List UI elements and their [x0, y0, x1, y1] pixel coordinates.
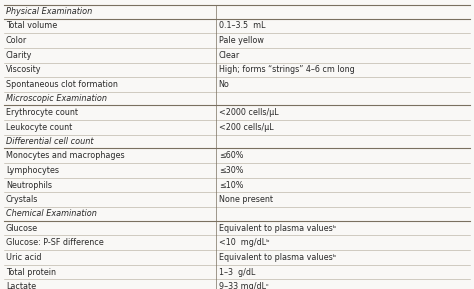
Text: Microscopic Examination: Microscopic Examination: [6, 94, 107, 103]
Text: Color: Color: [6, 36, 27, 45]
Text: Neutrophils: Neutrophils: [6, 181, 52, 190]
Text: None present: None present: [219, 195, 273, 204]
Text: Monocytes and macrophages: Monocytes and macrophages: [6, 151, 125, 160]
Text: High; forms “strings” 4–6 cm long: High; forms “strings” 4–6 cm long: [219, 65, 355, 75]
Text: 1–3  g/dL: 1–3 g/dL: [219, 268, 255, 277]
Text: Total volume: Total volume: [6, 21, 57, 30]
Text: Crystals: Crystals: [6, 195, 38, 204]
Text: Viscosity: Viscosity: [6, 65, 42, 75]
Text: Chemical Examination: Chemical Examination: [6, 210, 97, 218]
Text: Spontaneous clot formation: Spontaneous clot formation: [6, 80, 118, 89]
Text: 9–33 mg/dLᶜ: 9–33 mg/dLᶜ: [219, 282, 269, 289]
Text: Glucose: P-SF difference: Glucose: P-SF difference: [6, 238, 104, 247]
Text: ≤30%: ≤30%: [219, 166, 243, 175]
Text: Erythrocyte count: Erythrocyte count: [6, 108, 78, 117]
Text: <200 cells/μL: <200 cells/μL: [219, 123, 273, 132]
Text: Clarity: Clarity: [6, 51, 32, 60]
Text: Equivalent to plasma valuesᵇ: Equivalent to plasma valuesᵇ: [219, 224, 336, 233]
Text: Lymphocytes: Lymphocytes: [6, 166, 59, 175]
Text: Uric acid: Uric acid: [6, 253, 42, 262]
Text: ≤60%: ≤60%: [219, 151, 243, 160]
Text: Leukocyte count: Leukocyte count: [6, 123, 72, 132]
Text: Differential cell count: Differential cell count: [6, 137, 93, 146]
Text: Total protein: Total protein: [6, 268, 56, 277]
Text: <2000 cells/μL: <2000 cells/μL: [219, 108, 278, 117]
Text: Physical Examination: Physical Examination: [6, 7, 92, 16]
Text: Clear: Clear: [219, 51, 240, 60]
Text: Equivalent to plasma valuesᵇ: Equivalent to plasma valuesᵇ: [219, 253, 336, 262]
Text: No: No: [219, 80, 229, 89]
Text: Glucose: Glucose: [6, 224, 38, 233]
Text: <10  mg/dLᵇ: <10 mg/dLᵇ: [219, 238, 269, 247]
Text: 0.1–3.5  mL: 0.1–3.5 mL: [219, 21, 265, 30]
Text: ≤10%: ≤10%: [219, 181, 243, 190]
Text: Lactate: Lactate: [6, 282, 36, 289]
Text: Pale yellow: Pale yellow: [219, 36, 264, 45]
